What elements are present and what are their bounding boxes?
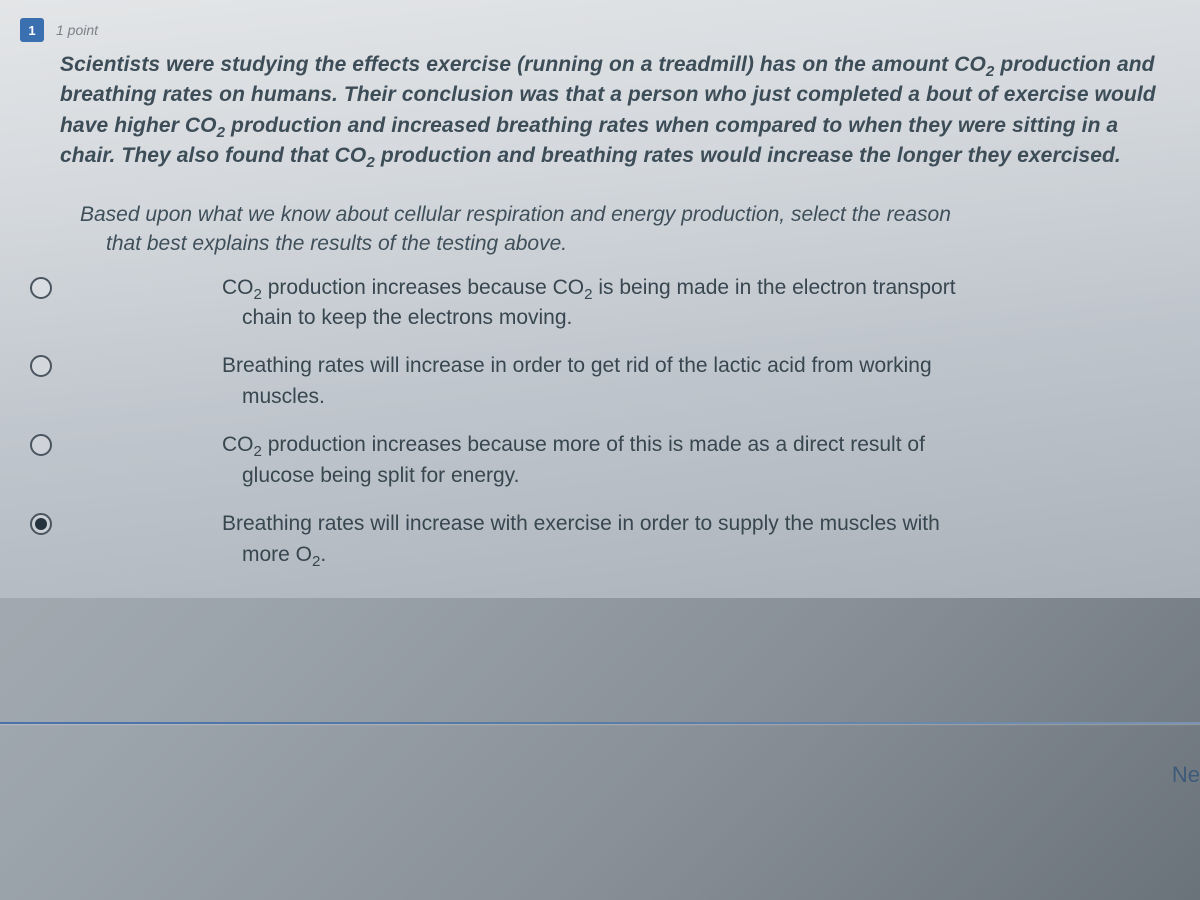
radio-button[interactable] xyxy=(30,355,52,377)
next-button[interactable]: Ne xyxy=(1162,758,1200,792)
question-number-badge: 1 xyxy=(20,18,44,42)
options-group: CO2 production increases because CO2 is … xyxy=(30,273,1170,571)
option-text: CO2 production increases because more of… xyxy=(222,430,1170,491)
option-line-2: glucose being split for energy. xyxy=(242,461,1170,491)
radio-button[interactable] xyxy=(30,434,52,456)
section-divider xyxy=(0,722,1200,724)
option-line-2: chain to keep the electrons moving. xyxy=(242,303,1170,333)
question-card: 1 1 point Scientists were studying the e… xyxy=(0,0,1200,598)
next-button-label: Ne xyxy=(1172,762,1200,787)
option-row[interactable]: CO2 production increases because more of… xyxy=(30,430,1170,491)
option-line-1: Breathing rates will increase in order t… xyxy=(222,354,932,377)
points-label: 1 point xyxy=(56,22,98,38)
option-row[interactable]: CO2 production increases because CO2 is … xyxy=(30,273,1170,334)
radio-button[interactable] xyxy=(30,513,52,535)
option-text: Breathing rates will increase in order t… xyxy=(222,351,1170,412)
option-text: Breathing rates will increase with exerc… xyxy=(222,509,1170,570)
option-text: CO2 production increases because CO2 is … xyxy=(222,273,1170,334)
question-stem: Scientists were studying the effects exe… xyxy=(60,50,1170,172)
prompt-line-2: that best explains the results of the te… xyxy=(106,229,1170,258)
option-line-1: CO2 production increases because more of… xyxy=(222,433,925,456)
option-line-2: muscles. xyxy=(242,382,1170,412)
option-line-1: CO2 production increases because CO2 is … xyxy=(222,276,956,299)
prompt-line-1: Based upon what we know about cellular r… xyxy=(80,203,951,226)
option-row[interactable]: Breathing rates will increase in order t… xyxy=(30,351,1170,412)
question-header: 1 1 point xyxy=(20,18,1170,42)
option-line-1: Breathing rates will increase with exerc… xyxy=(222,512,940,535)
question-prompt: Based upon what we know about cellular r… xyxy=(80,200,1170,259)
question-number: 1 xyxy=(28,23,35,38)
option-line-2: more O2. xyxy=(242,540,1170,570)
radio-button[interactable] xyxy=(30,277,52,299)
option-row[interactable]: Breathing rates will increase with exerc… xyxy=(30,509,1170,570)
